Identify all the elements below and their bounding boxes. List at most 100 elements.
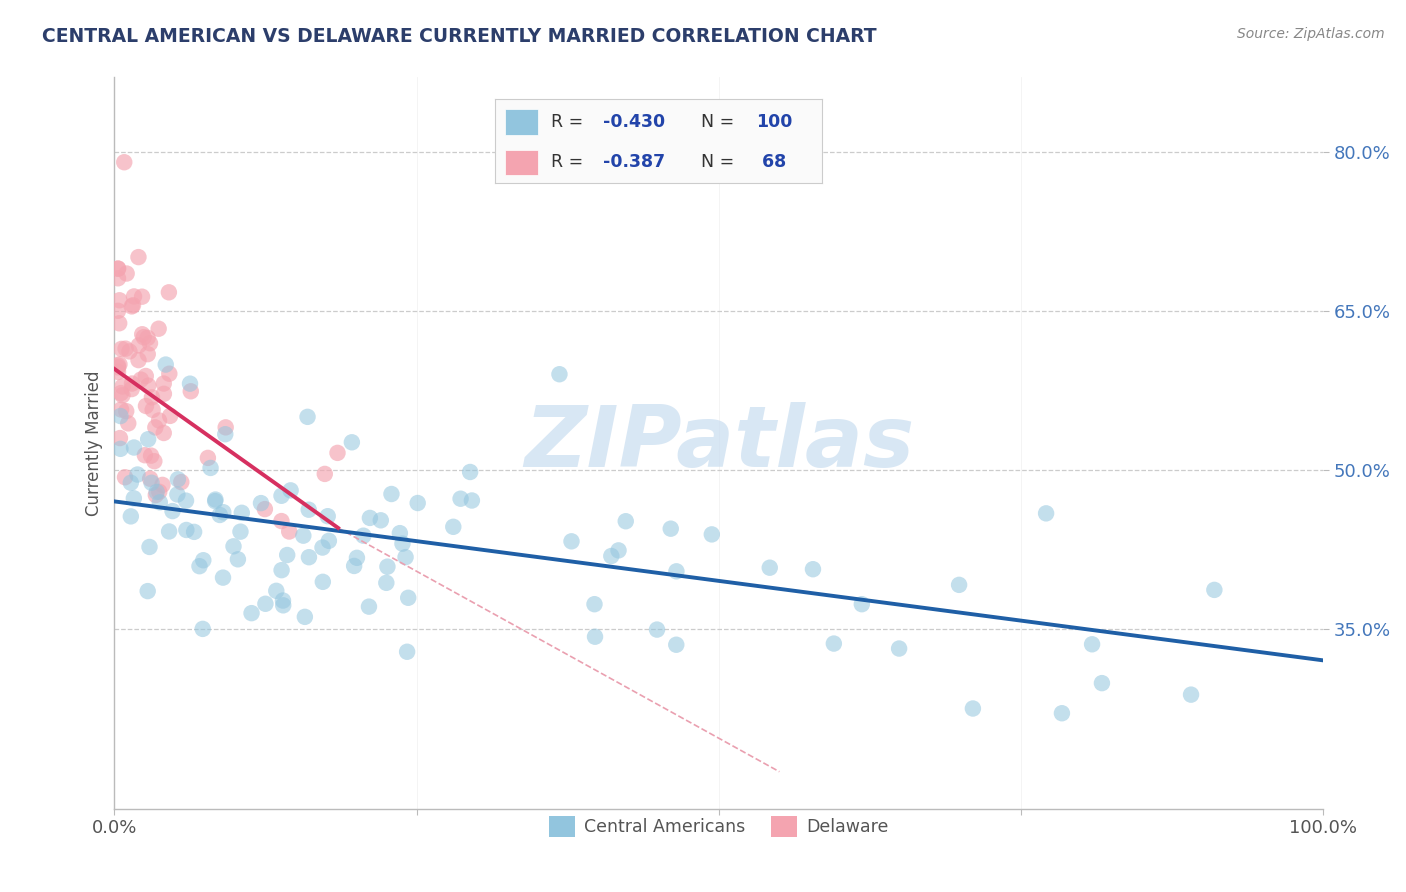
Point (155, 358, 177, 372)
Point (141, 390, 163, 404)
Point (143, 420, 166, 434)
Point (1035, 507, 1057, 521)
Point (131, 327, 153, 342)
Point (162, 504, 184, 518)
Point (253, 502, 276, 516)
Point (343, 558, 366, 573)
Point (157, 285, 180, 300)
Point (142, 402, 165, 417)
Text: CENTRAL AMERICAN VS DELAWARE CURRENTLY MARRIED CORRELATION CHART: CENTRAL AMERICAN VS DELAWARE CURRENTLY M… (42, 27, 877, 45)
Point (600, 549, 623, 563)
Point (441, 520, 464, 534)
Point (127, 467, 149, 482)
Point (212, 571, 235, 585)
Point (394, 550, 416, 565)
Point (107, 261, 129, 276)
Point (148, 413, 170, 427)
Point (270, 563, 292, 577)
Point (1050, 706, 1073, 721)
Point (377, 559, 399, 574)
Point (108, 316, 131, 330)
Point (193, 553, 215, 567)
Point (108, 357, 131, 371)
Point (583, 597, 606, 611)
Point (254, 597, 277, 611)
Point (108, 293, 131, 308)
Point (214, 427, 236, 442)
Point (700, 527, 723, 541)
Point (107, 360, 129, 375)
Point (583, 630, 606, 644)
Point (240, 606, 263, 620)
Point (292, 529, 315, 543)
Point (645, 623, 668, 637)
Point (135, 369, 157, 384)
Point (758, 560, 780, 574)
Point (948, 578, 970, 592)
Point (197, 450, 219, 465)
Point (107, 261, 129, 276)
Point (157, 367, 180, 381)
Point (110, 342, 132, 356)
Point (406, 496, 429, 510)
Point (962, 701, 984, 715)
Point (136, 347, 159, 361)
Point (114, 470, 136, 484)
Point (280, 483, 302, 498)
Point (152, 425, 174, 440)
Point (139, 336, 162, 351)
Point (128, 353, 150, 368)
Point (110, 442, 132, 456)
Point (326, 446, 349, 460)
Point (1091, 676, 1114, 690)
Point (560, 534, 582, 549)
Point (278, 524, 301, 539)
Point (316, 509, 339, 524)
Text: Source: ZipAtlas.com: Source: ZipAtlas.com (1237, 27, 1385, 41)
Point (122, 298, 145, 312)
Point (153, 386, 176, 401)
Point (179, 376, 201, 391)
Point (458, 465, 481, 479)
Point (250, 496, 273, 510)
Point (200, 461, 222, 475)
Point (121, 299, 143, 313)
Point (215, 420, 238, 434)
Point (314, 467, 336, 481)
Point (1081, 637, 1104, 651)
Point (180, 384, 202, 399)
Point (122, 441, 145, 455)
Point (117, 417, 139, 431)
Point (110, 386, 132, 401)
Point (118, 344, 141, 359)
Point (450, 491, 472, 506)
Point (128, 338, 150, 352)
Point (157, 524, 180, 539)
Text: ZIPatlas: ZIPatlas (524, 401, 914, 484)
Point (270, 514, 292, 528)
Point (107, 365, 129, 379)
Point (607, 543, 630, 558)
Point (114, 342, 136, 356)
Point (801, 562, 824, 576)
Point (208, 508, 231, 522)
Point (121, 376, 143, 391)
Point (231, 506, 253, 520)
Point (170, 475, 193, 489)
Point (107, 271, 129, 285)
Point (139, 449, 162, 463)
Y-axis label: Currently Married: Currently Married (86, 370, 103, 516)
Point (276, 548, 298, 562)
Point (388, 526, 411, 541)
Point (136, 584, 159, 599)
Point (212, 505, 235, 519)
Point (120, 509, 142, 524)
Point (1204, 582, 1226, 597)
Point (294, 610, 316, 624)
Point (191, 622, 214, 636)
Point (134, 448, 156, 462)
Point (188, 559, 211, 574)
Point (1180, 688, 1202, 702)
Point (887, 641, 910, 656)
Point (111, 379, 134, 393)
